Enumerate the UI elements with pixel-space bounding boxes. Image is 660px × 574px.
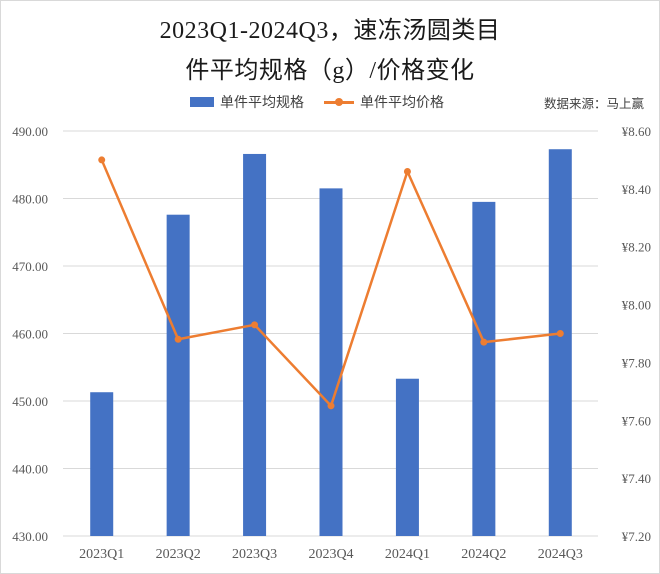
bar-2024Q2[interactable] <box>472 201 496 536</box>
legend-item-size[interactable]: 单件平均规格 <box>190 92 304 112</box>
bar-2024Q1[interactable] <box>395 378 419 536</box>
bar-2023Q4[interactable] <box>319 188 343 536</box>
chart-title-line-2: 件平均规格（g）/价格变化 <box>185 58 475 84</box>
legend-label-size: 单件平均规格 <box>220 95 304 111</box>
price-marker-2024Q1[interactable] <box>403 168 411 175</box>
right-axis-tick-label: ¥7.40 <box>622 471 651 486</box>
bar-series-size <box>90 149 572 536</box>
x-axis-label: 2024Q1 <box>385 547 430 562</box>
left-axis-tick-label: 490.00 <box>12 124 48 139</box>
x-axis-label: 2023Q1 <box>79 547 124 562</box>
x-axis-label: 2023Q3 <box>232 547 277 562</box>
price-marker-2023Q3[interactable] <box>251 321 259 329</box>
x-axis-label: 2024Q3 <box>538 547 583 562</box>
bar-2023Q2[interactable] <box>166 214 190 536</box>
right-axis-tick-label: ¥8.40 <box>622 182 651 197</box>
x-axis-label: 2023Q4 <box>308 547 353 562</box>
bar-2024Q3[interactable] <box>548 149 572 536</box>
line-series-price <box>98 156 564 410</box>
x-axis-label: 2023Q2 <box>156 547 201 562</box>
left-axis-tick-label: 480.00 <box>12 192 48 207</box>
chart-legend: 单件平均规格 单件平均价格 <box>190 92 464 112</box>
bar-2023Q3[interactable] <box>243 153 267 536</box>
price-marker-2023Q4[interactable] <box>327 402 335 410</box>
bar-2023Q1[interactable] <box>90 392 114 536</box>
bar-swatch-icon <box>190 97 214 107</box>
right-axis-tick-label: ¥7.60 <box>622 413 651 428</box>
price-marker-2023Q2[interactable] <box>174 335 182 343</box>
right-axis-tick-label: ¥8.20 <box>622 240 651 255</box>
chart-title-line-1: 2023Q1-2024Q3，速冻汤圆类目 <box>159 18 501 44</box>
price-marker-2024Q3[interactable] <box>556 330 564 337</box>
line-marker-swatch-icon <box>324 97 354 107</box>
right-axis-tick-label: ¥7.80 <box>622 355 651 370</box>
left-axis-tick-label: 460.00 <box>12 327 48 342</box>
left-axis-tick-label: 470.00 <box>12 259 48 274</box>
legend-item-price[interactable]: 单件平均价格 <box>324 92 444 112</box>
data-source-note: 数据来源：马上赢 <box>543 96 644 111</box>
right-axis-tick-label: ¥8.60 <box>622 124 651 139</box>
left-axis-tick-label: 440.00 <box>12 462 48 477</box>
left-axis-tick-label: 430.00 <box>12 529 48 544</box>
legend-label-price: 单件平均价格 <box>360 95 444 111</box>
right-axis-tick-label: ¥7.20 <box>622 529 651 544</box>
price-marker-2023Q1[interactable] <box>98 156 106 164</box>
right-axis-ticks: ¥8.60 ¥8.40 ¥8.20 ¥8.00 ¥7.80 ¥7.60 ¥7.40 ¥7.20 <box>622 124 651 544</box>
right-axis-tick-label: ¥8.00 <box>622 298 651 313</box>
left-axis-tick-label: 450.00 <box>12 394 48 409</box>
x-axis-label: 2024Q2 <box>461 547 506 562</box>
left-axis-ticks: 490.00 480.00 470.00 460.00 450.00 440.00 430.… <box>12 124 48 544</box>
x-axis-labels: 2023Q1 2023Q2 2023Q3 2023Q4 2024Q1 2024Q2 2024… <box>79 547 583 562</box>
price-marker-2024Q2[interactable] <box>480 338 488 346</box>
